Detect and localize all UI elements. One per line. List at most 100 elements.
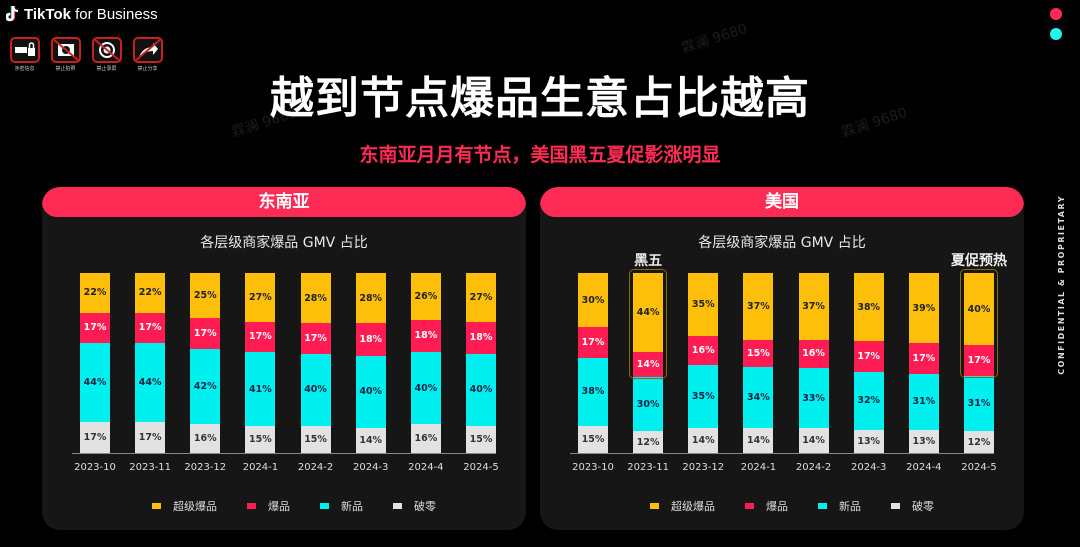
red-dot-icon (1050, 8, 1062, 20)
stacked-bar: 28% 18% 40% 14% (355, 273, 386, 453)
bar-segment-new: 32% (853, 371, 884, 430)
bar-segment-super: 30% (578, 273, 608, 327)
bar-segment-hot: 17% (300, 323, 331, 354)
lock-icon (9, 37, 40, 63)
stacked-bar: 30% 17% 38% 15% (578, 273, 608, 453)
bar-segment-new: 44% (80, 343, 110, 423)
x-tick-label: 2024-4 (408, 462, 444, 473)
legend-item-hot: 爆品 (745, 498, 788, 514)
restriction-no-record: 禁止录屏 (90, 37, 123, 72)
bar-segment-zero: 13% (908, 429, 939, 453)
no-share-icon (132, 37, 163, 63)
swatch-icon (152, 503, 161, 509)
legend-item-zero: 破零 (393, 498, 436, 514)
panel-us: 美国 各层级商家爆品 GMV 占比 30% 17% 38% 15% 44% 14% 30% 1… (540, 187, 1024, 530)
x-tick-label: 2023-11 (129, 462, 172, 473)
swatch-icon (745, 503, 754, 509)
legend-item-new: 新品 (320, 498, 363, 514)
chart-title: 各层级商家爆品 GMV 占比 (698, 235, 866, 251)
x-axis-labels: 2023-10 2023-11 2023-12 2024-1 2024-2 2024-3 2… (70, 462, 506, 473)
bar-segment-super: 40% (963, 273, 994, 345)
bar-segment-hot: 18% (355, 323, 386, 356)
bar-segment-new: 40% (465, 353, 496, 426)
bar-segment-zero: 15% (300, 425, 331, 453)
no-record-icon (91, 37, 122, 63)
x-tick-label: 2024-1 (242, 462, 279, 473)
cyan-dot-icon (1050, 28, 1062, 40)
bar-segment-super: 38% (853, 273, 884, 342)
logo-text: TikTok for Business (24, 5, 158, 23)
bar-segment-super: 22% (135, 273, 166, 313)
x-tick-label: 2023-10 (572, 462, 614, 473)
bar-segment-zero: 14% (688, 427, 719, 453)
bar-segment-super: 25% (190, 273, 221, 318)
swatch-icon (320, 503, 329, 509)
x-axis-line (72, 453, 496, 454)
bar-segment-new: 42% (190, 348, 221, 425)
stacked-bar-chart: 22% 17% 44% 17% 22% 17% 44% 17% 25% 17% 42% 16% 27% 1… (80, 273, 496, 453)
bar-segment-hot: 17% (190, 318, 221, 349)
bar-segment-zero: 12% (633, 431, 664, 453)
bar-segment-hot: 17% (963, 345, 994, 376)
panel-southeast-asia: 东南亚 各层级商家爆品 GMV 占比 22% 17% 44% 17% 22% 17% 44%… (42, 187, 526, 530)
legend-item-super: 超级爆品 (650, 498, 715, 514)
bar-segment-super: 44% (633, 273, 664, 353)
bar-segment-zero: 15% (578, 425, 608, 453)
bar-segment-super: 27% (465, 273, 496, 322)
bar-segment-new: 38% (578, 357, 608, 426)
legend-item-hot: 爆品 (247, 498, 290, 514)
stacked-bar: 37% 15% 34% 14% (743, 273, 774, 453)
restriction-confidential: 涉密信息 (8, 37, 41, 72)
stacked-bar: 22% 17% 44% 17% (135, 273, 166, 453)
legend-item-new: 新品 (818, 498, 861, 514)
x-tick-label: 2024-4 (906, 462, 942, 473)
stacked-bar: 26% 18% 40% 16% (410, 273, 441, 453)
stacked-bar: 39% 17% 31% 13% (908, 273, 939, 453)
x-tick-label: 2023-10 (74, 462, 116, 473)
bar-segment-zero: 14% (798, 427, 829, 453)
x-tick-label: 2024-2 (297, 462, 334, 473)
highlight-box (629, 269, 668, 380)
swatch-icon (650, 503, 659, 509)
bar-segment-super: 37% (743, 273, 774, 340)
watermark: 霖澜 9680 (679, 20, 750, 58)
x-tick-label: 2024-5 (961, 462, 997, 473)
bar-segment-hot: 17% (853, 341, 884, 372)
x-tick-label: 2023-11 (627, 462, 670, 473)
stacked-bar: 35% 16% 35% 14% (688, 273, 719, 453)
bar-segment-hot: 16% (798, 339, 829, 369)
x-tick-label: 2024-3 (352, 462, 389, 473)
bar-segment-zero: 16% (190, 424, 221, 453)
bar-segment-hot: 17% (578, 327, 608, 358)
panel-header: 东南亚 (42, 187, 526, 217)
x-tick-label: 2023-12 (184, 462, 227, 473)
bar-segment-zero: 15% (465, 425, 496, 453)
bar-segment-hot: 18% (410, 319, 441, 353)
highlight-box (959, 269, 998, 378)
restriction-no-share: 禁止分享 (131, 37, 164, 72)
stacked-bar: 28% 17% 40% 15% (300, 273, 331, 453)
page-subtitle: 东南亚月月有节点，美国黑五夏促影涨明显 (359, 144, 721, 166)
stacked-bar: 22% 17% 44% 17% (80, 273, 110, 453)
panel-header: 美国 (540, 187, 1024, 217)
stacked-bar: 44% 14% 30% 12% 黑五 (629, 253, 668, 453)
chart-title: 各层级商家爆品 GMV 占比 (200, 235, 368, 251)
x-axis-line (570, 453, 994, 454)
bar-segment-super: 28% (355, 273, 386, 324)
bar-segment-hot: 17% (245, 321, 276, 353)
bar-segment-zero: 14% (743, 427, 774, 453)
stacked-bar: 25% 17% 42% 16% (190, 273, 221, 453)
bar-segment-super: 28% (300, 273, 331, 324)
x-tick-label: 2024-1 (740, 462, 777, 473)
bar-segment-new: 30% (633, 377, 664, 432)
tiktok-business-logo: TikTok for Business (6, 5, 158, 23)
bar-segment-zero: 13% (853, 429, 884, 453)
bar-segment-new: 33% (798, 368, 829, 428)
bar-segment-zero: 16% (410, 424, 441, 453)
bar-segment-new: 34% (743, 366, 774, 428)
stacked-bar: 38% 17% 32% 13% (853, 273, 884, 453)
stacked-bar-chart: 30% 17% 38% 15% 44% 14% 30% 12% 黑五 35% 16% 35% 14% 37… (578, 253, 1007, 453)
bar-segment-super: 27% (245, 273, 276, 322)
chart-legend: 超级爆品 爆品 新品 破零 (152, 498, 436, 514)
swatch-icon (393, 503, 402, 509)
